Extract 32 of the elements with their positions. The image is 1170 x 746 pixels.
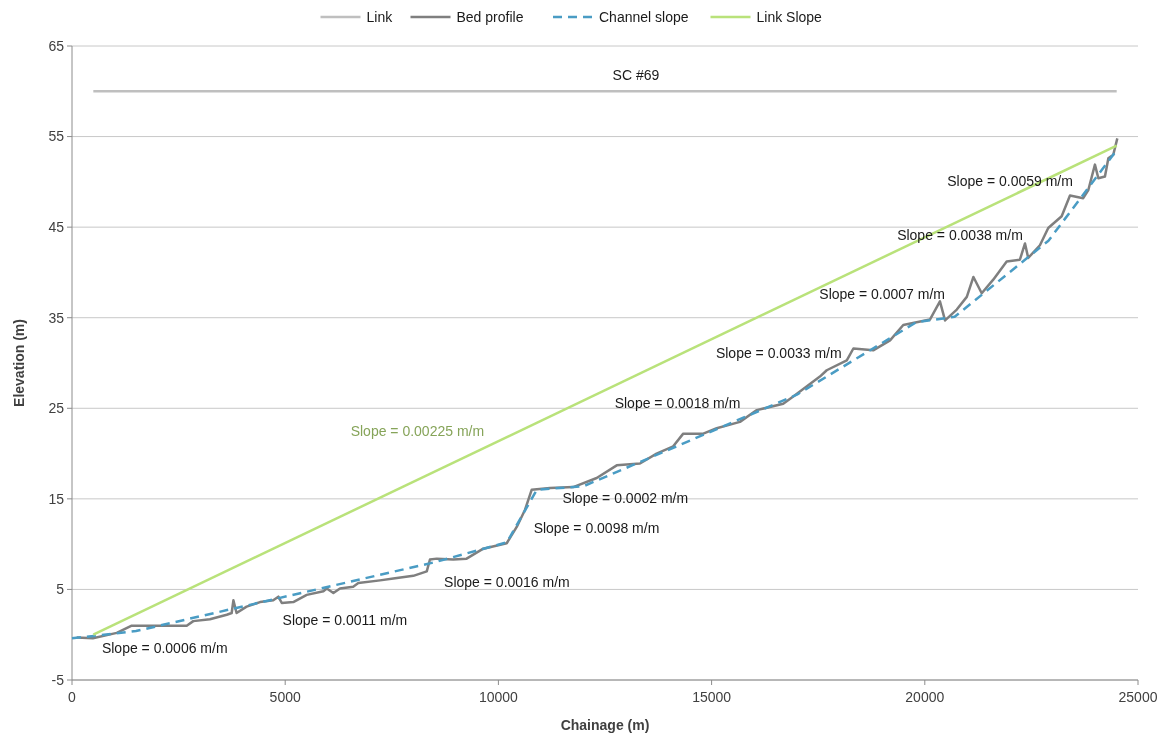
y-tick-label: 65 <box>48 37 65 54</box>
x-tick-label: 5000 <box>269 689 301 705</box>
annotation: Slope = 0.0011 m/m <box>282 611 408 628</box>
legend-label: Bed profile <box>456 9 524 25</box>
legend-label: Channel slope <box>599 9 689 25</box>
y-axis-title: Elevation (m) <box>11 319 27 407</box>
y-tick-label: 35 <box>48 309 65 326</box>
x-tick-label: 15000 <box>692 689 732 705</box>
y-tick-label: 5 <box>56 581 65 598</box>
annotation: Slope = 0.0098 m/m <box>533 519 660 536</box>
annotation: Slope = 0.0059 m/m <box>947 172 1073 189</box>
y-tick-label: 25 <box>48 400 65 417</box>
y-tick-label: 45 <box>48 219 65 236</box>
y-tick-label: -5 <box>51 671 65 688</box>
annotation: Slope = 0.0016 m/m <box>444 573 570 590</box>
annotation: Slope = 0.0006 m/m <box>101 639 228 656</box>
annotation: Slope = 0.00225 m/m <box>350 422 485 439</box>
x-tick-label: 10000 <box>478 689 519 705</box>
legend-label: Link <box>366 9 394 25</box>
annotation: Slope = 0.0033 m/m <box>715 344 842 361</box>
x-axis-title: Chainage (m) <box>560 717 650 733</box>
legend-label: Link Slope <box>756 9 823 25</box>
annotation: Slope = 0.0002 m/m <box>562 489 689 506</box>
x-tick-label: 0 <box>68 689 77 705</box>
x-tick-label: 20000 <box>905 689 945 705</box>
y-tick-label: 55 <box>48 128 65 145</box>
annotation: SC #69 <box>612 67 660 84</box>
x-tick-label: 25000 <box>1118 689 1158 705</box>
annotation: Slope = 0.0038 m/m <box>897 226 1023 243</box>
annotation: Slope = 0.0018 m/m <box>614 394 741 411</box>
annotation: Slope = 0.0007 m/m <box>819 285 945 302</box>
y-tick-label: 15 <box>48 490 65 507</box>
